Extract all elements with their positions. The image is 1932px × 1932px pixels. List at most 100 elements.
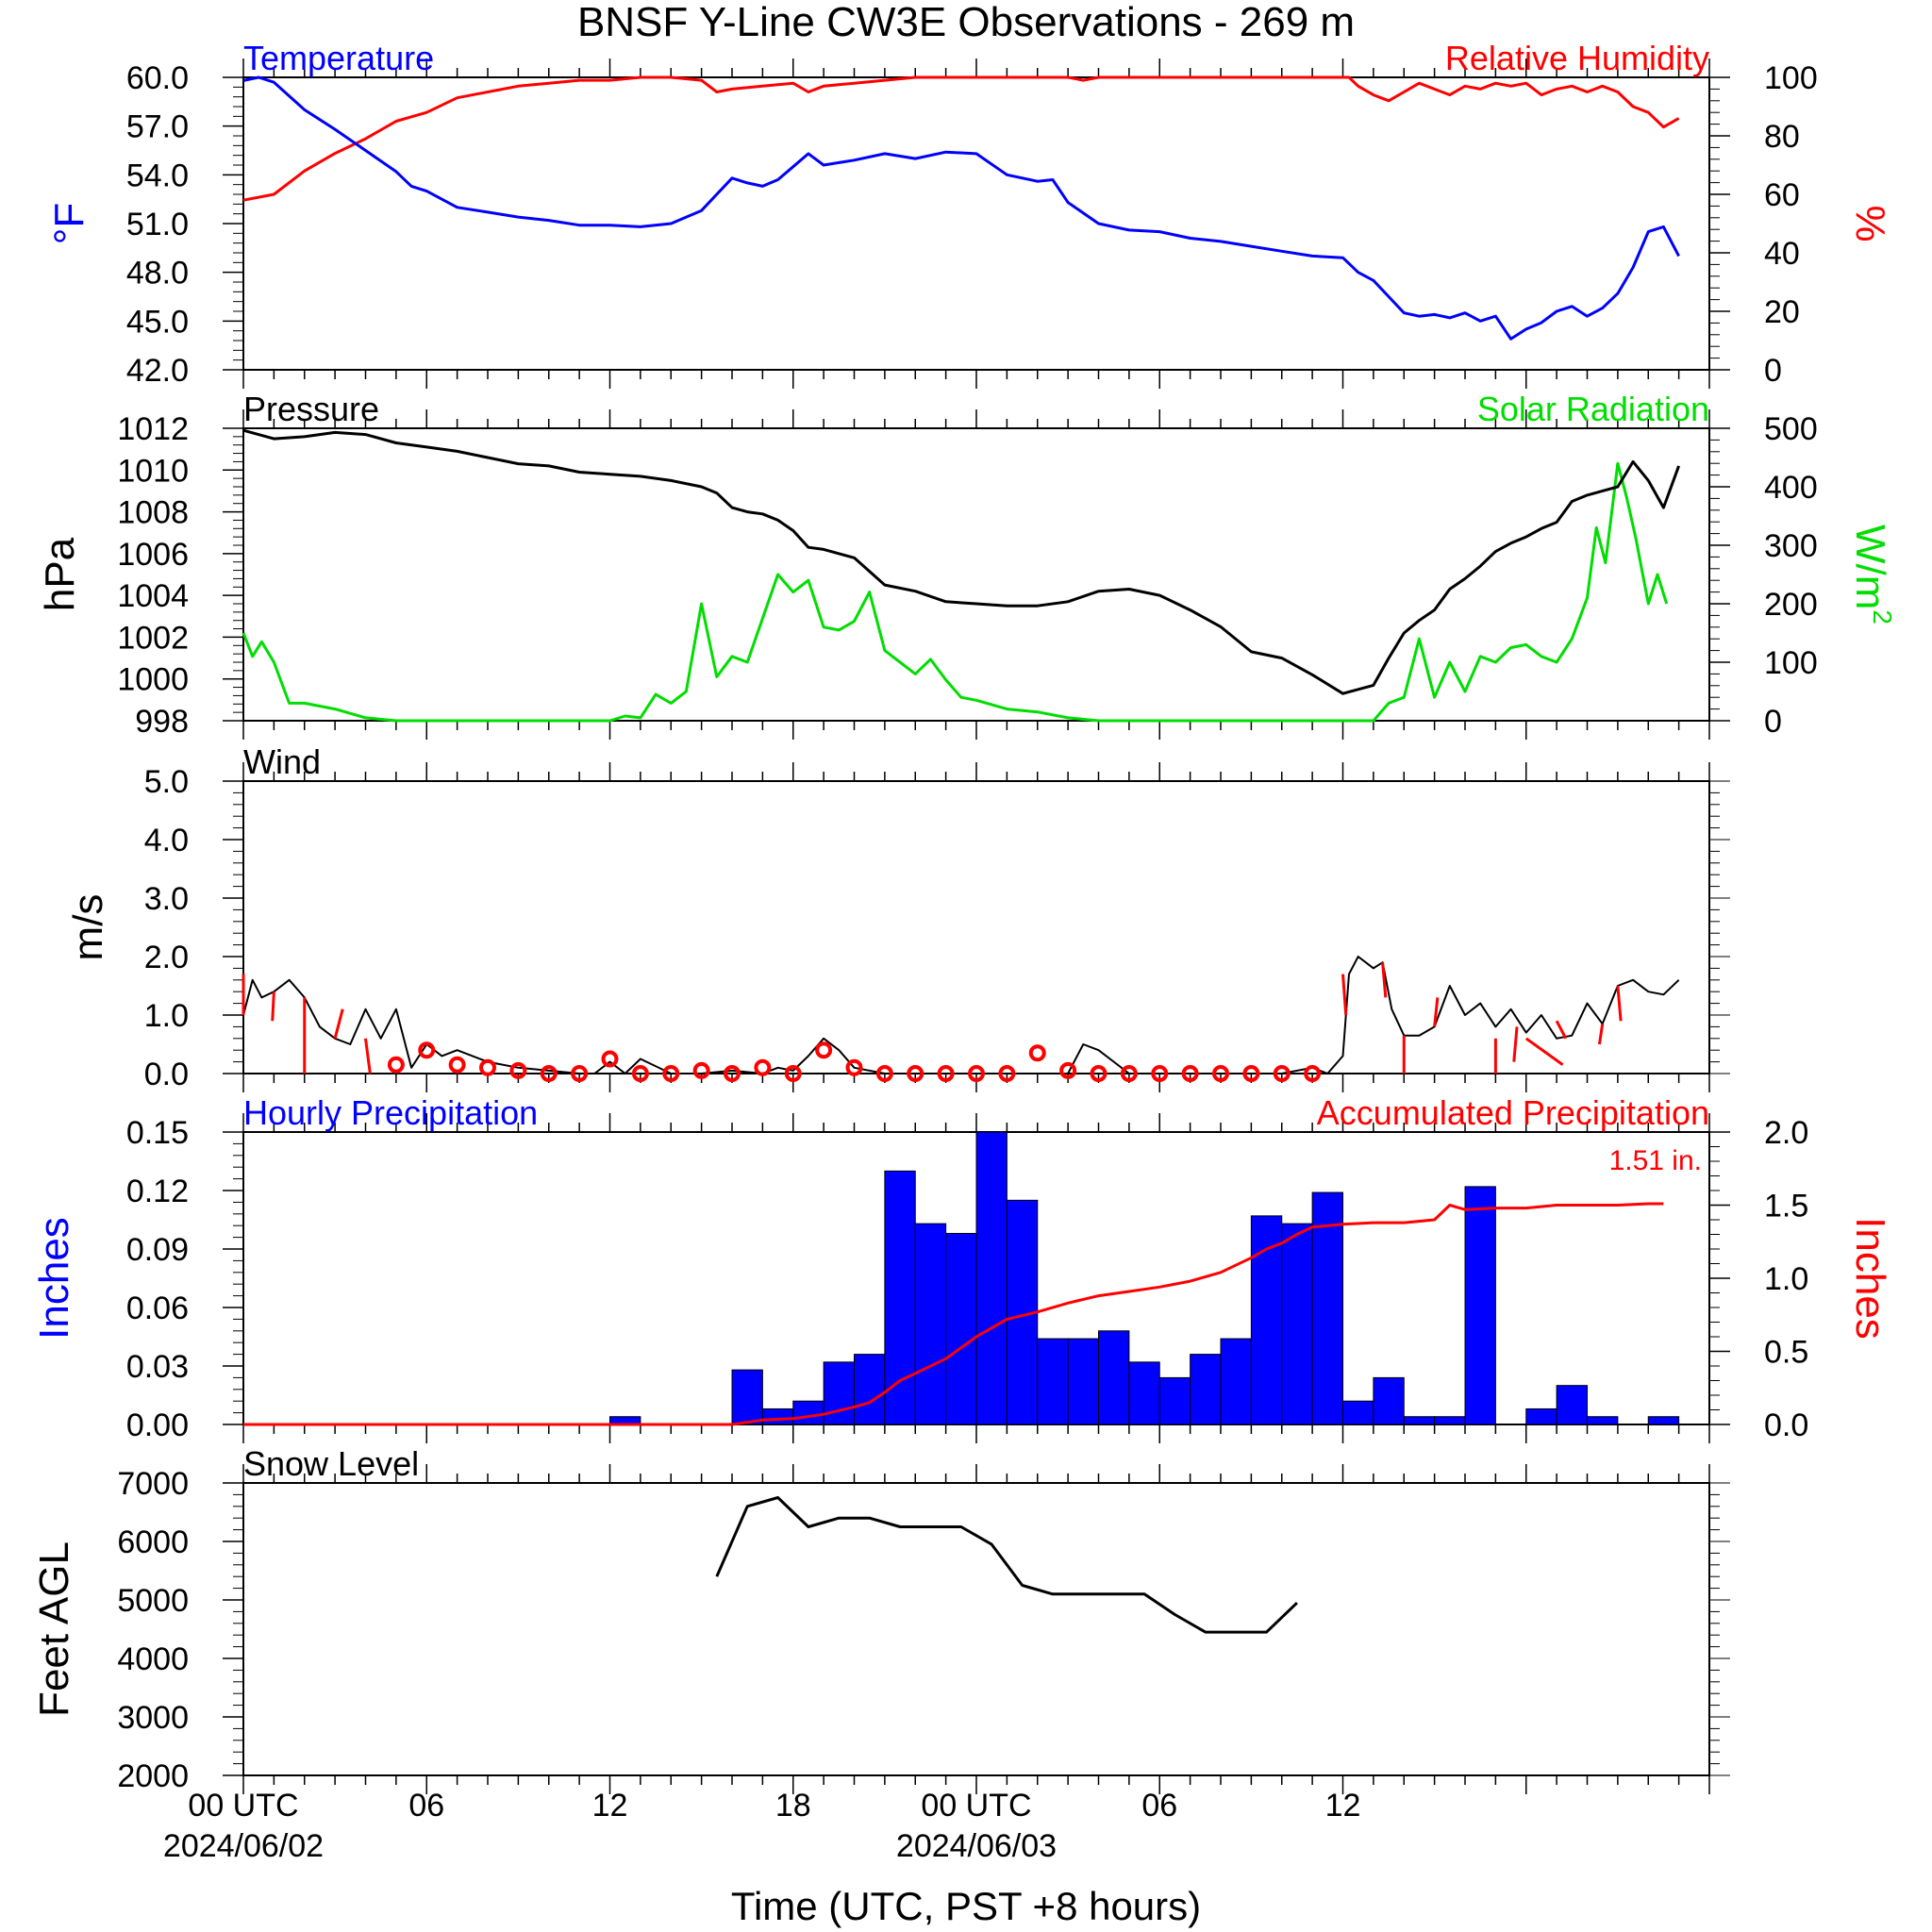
y-tick-label: 4000	[117, 1641, 189, 1677]
series-line-wind	[242, 956, 1680, 1074]
y-tick-label: 0.0	[144, 1057, 189, 1092]
calm-marker	[998, 1065, 1016, 1082]
calm-marker	[1059, 1061, 1077, 1079]
calm-marker	[1090, 1065, 1108, 1082]
wind-barb	[1597, 1024, 1605, 1045]
series-line-relative-humidity	[242, 75, 1680, 202]
y-tick-label: 57.0	[126, 109, 189, 145]
precip-bar	[1311, 1191, 1343, 1425]
y-tick-label: 4.0	[144, 823, 189, 858]
x-tick-label: 06	[408, 1788, 444, 1824]
y-tick-label-right: 40	[1764, 236, 1800, 272]
y-tick-label: 5000	[117, 1583, 189, 1619]
y-tick-label: 998	[135, 704, 189, 740]
calm-marker	[754, 1058, 772, 1076]
calm-marker	[784, 1065, 802, 1082]
series-line-accumulated-precip	[243, 1202, 1664, 1426]
calm-marker	[1120, 1065, 1138, 1082]
wind-barb	[1524, 1037, 1564, 1066]
calm-marker	[1242, 1065, 1260, 1082]
y-tick-label: 0.03	[126, 1349, 189, 1385]
calm-marker	[1304, 1065, 1322, 1082]
series-line-snow-level	[715, 1496, 1298, 1634]
panel-title-humidity: Relative Humidity	[1445, 39, 1709, 77]
calm-marker	[1181, 1065, 1199, 1082]
calm-marker	[540, 1065, 558, 1082]
y-tick-label: 1004	[117, 578, 189, 614]
y-tick-label: 1002	[117, 620, 189, 656]
precip-bar	[1037, 1338, 1069, 1425]
y-axis-label-left: °F	[46, 203, 92, 244]
x-tick-label: 18	[775, 1788, 811, 1824]
calm-marker	[1028, 1044, 1046, 1062]
y-tick-label: 1006	[117, 537, 189, 573]
y-tick-label: 6000	[117, 1524, 189, 1560]
panel-wind: 5.0 4.0 3.0 2.0 1.0 0.0 Wind m/s	[65, 742, 1730, 1092]
precip-bar	[945, 1232, 977, 1425]
precip-bar	[884, 1170, 916, 1425]
y-tick-label-right: 60	[1764, 177, 1800, 213]
y-tick-label-right: 0.0	[1764, 1407, 1808, 1443]
calm-marker	[907, 1065, 924, 1082]
wind-barb	[1381, 962, 1388, 998]
panel-title-wind: Wind	[243, 742, 321, 781]
precip-bar	[1556, 1385, 1588, 1425]
precip-bar	[1250, 1215, 1283, 1425]
panel-title-temperature: Temperature	[243, 39, 434, 77]
y-tick-label: 3.0	[144, 881, 189, 917]
y-tick-label-right: 1.0	[1764, 1261, 1808, 1297]
y-tick-label: 0.12	[126, 1174, 189, 1209]
y-tick-label: 1000	[117, 662, 189, 698]
y-tick-label: 1012	[117, 411, 189, 447]
y-tick-label: 7000	[117, 1466, 189, 1502]
precip-bar	[1525, 1407, 1557, 1425]
precip-bar	[975, 1131, 1008, 1425]
calm-marker	[662, 1065, 680, 1082]
calm-marker	[1151, 1065, 1169, 1082]
y-tick-label-right: 1.5	[1764, 1189, 1808, 1224]
x-date-label: 2024/06/03	[896, 1828, 1057, 1864]
calm-marker	[1212, 1065, 1229, 1082]
y-tick-label: 0.15	[126, 1115, 189, 1151]
panel-title-pressure: Pressure	[243, 390, 379, 428]
panels: 60.057.054.051.048.045.042.0100806040200…	[31, 39, 1897, 1794]
precip-bar	[854, 1354, 886, 1425]
calm-marker	[1273, 1065, 1291, 1082]
y-tick-label: 51.0	[126, 207, 189, 242]
wind-barb	[364, 1038, 372, 1074]
y-tick-label: 0.00	[126, 1407, 189, 1443]
y-axis-label-right-superscript: 2	[1868, 609, 1897, 625]
y-tick-label-right: 0	[1764, 704, 1782, 740]
x-axis-label: Time (UTC, PST +8 hours)	[731, 1884, 1201, 1928]
y-tick-label-right: 100	[1764, 645, 1818, 681]
y-tick-label-right: 80	[1764, 119, 1800, 155]
series-line-solar-radiation	[242, 461, 1669, 723]
y-axis-label-left: m/s	[65, 894, 111, 961]
calm-marker	[448, 1056, 466, 1074]
panel-precipitation: 0.15 0.12 0.09 0.06 0.03 0.00 2.0 1.5 1.0 0.5 0.0 H…	[31, 1093, 1893, 1443]
panel-title-solar: Solar Radiation	[1477, 390, 1709, 428]
panel-pressure-solar: 1012101010081006100410021000998500400300…	[37, 390, 1897, 740]
y-tick-label: 0.09	[126, 1232, 189, 1268]
calm-marker	[387, 1056, 405, 1074]
wind-barb	[1512, 1026, 1519, 1062]
y-tick-label: 1010	[117, 453, 189, 489]
precip-bar	[1190, 1354, 1222, 1425]
panel-snow-level: 7000 6000 5000 4000 3000 2000 Snow Level Feet A…	[31, 1444, 1730, 1794]
precip-bar	[1434, 1416, 1466, 1425]
calm-marker	[724, 1065, 741, 1082]
calm-marker	[601, 1050, 619, 1068]
wind-barb	[333, 1008, 344, 1040]
y-tick-label-right: 500	[1764, 411, 1818, 447]
y-axis-label-right-base: W/m	[1847, 525, 1893, 609]
precip-bar	[1403, 1416, 1436, 1425]
x-tick-label: 12	[1325, 1788, 1361, 1824]
precip-bar	[1128, 1361, 1160, 1425]
y-tick-label: 5.0	[144, 764, 189, 800]
precip-bar	[914, 1223, 947, 1425]
x-date-label: 2024/06/02	[163, 1828, 324, 1864]
calm-marker	[968, 1065, 985, 1082]
panel-title-snow-level: Snow Level	[243, 1444, 419, 1483]
y-axis-label-right: W/m2	[1847, 525, 1897, 625]
precip-bar	[731, 1369, 763, 1425]
